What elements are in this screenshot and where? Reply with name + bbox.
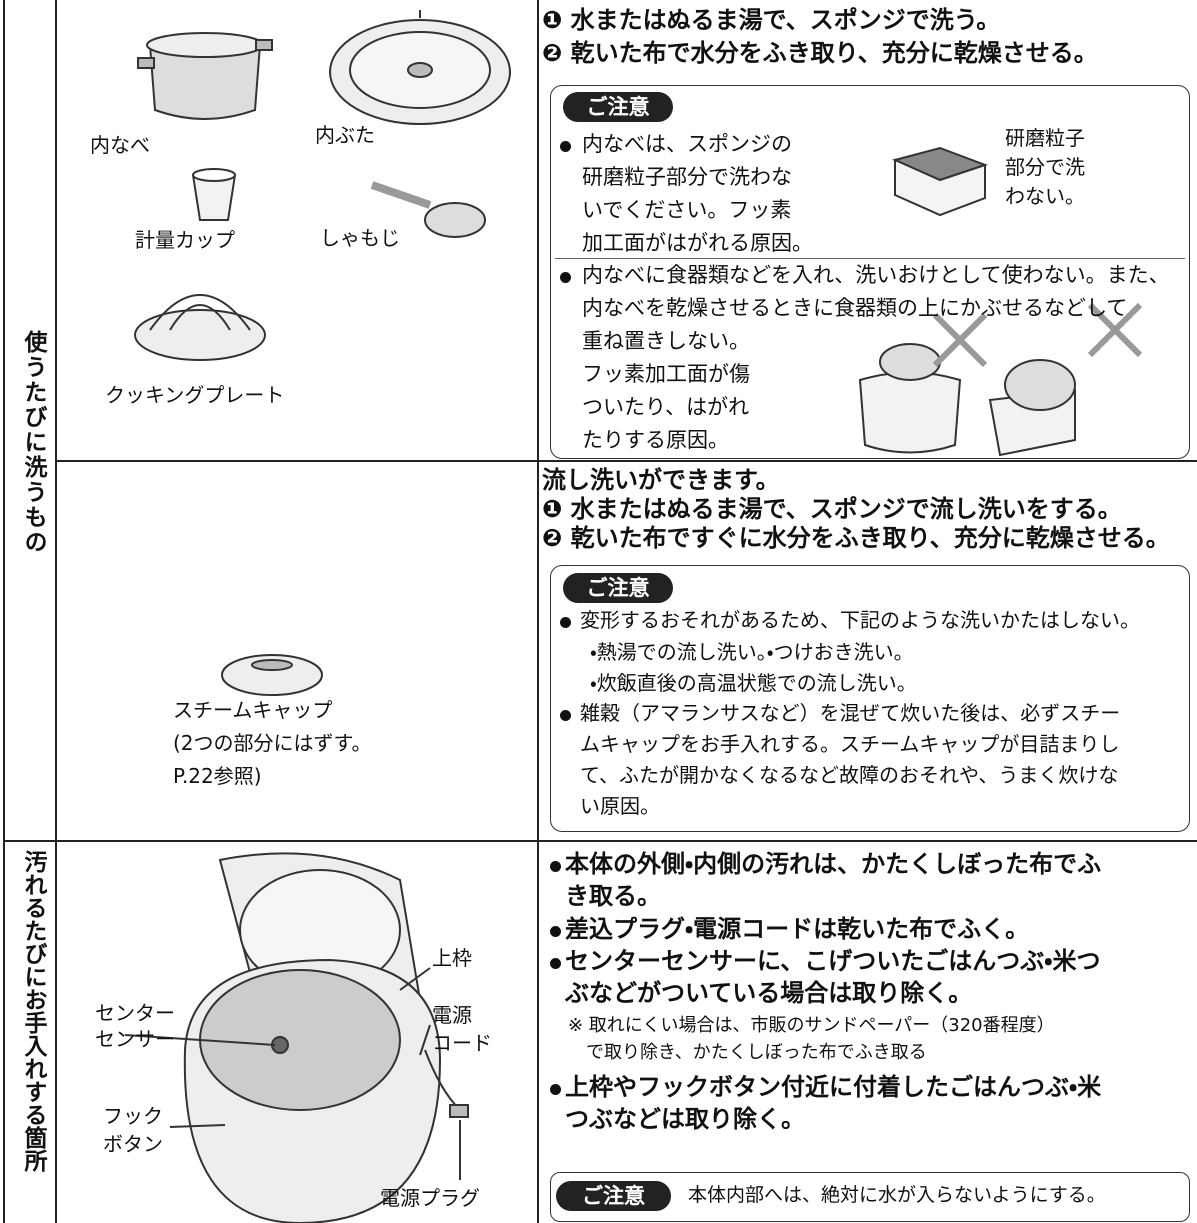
sponge-label: 部分で洗 xyxy=(1005,155,1085,179)
part-label: フック xyxy=(103,1104,163,1128)
part-label: 上枠 xyxy=(432,946,472,970)
part-label: (2つの部分にはずす。 xyxy=(173,731,372,755)
caution-text: 研磨粒子部分で洗わな xyxy=(582,165,792,189)
caution-text: 加工面がはがれる原因。 xyxy=(582,231,813,255)
bullet xyxy=(550,926,561,937)
part-label: センサー xyxy=(95,1027,175,1051)
row-line xyxy=(55,460,1197,462)
part-label: スチームキャップ xyxy=(173,698,333,722)
caution-box xyxy=(550,1172,1190,1222)
column-line xyxy=(537,0,539,1223)
sponge-label: 研磨粒子 xyxy=(1005,126,1085,150)
instruction: 上枠やフックボタン付近に付着したごはんつぶ・米 xyxy=(565,1073,1102,1101)
step: ❶ 水またはぬるま湯で、スポンジで流し洗いをする。 xyxy=(542,495,1122,523)
instruction: き取る。 xyxy=(565,882,661,910)
part-label: センター xyxy=(95,1001,175,1025)
section-label: 汚れるたびにお手入れする箇所 xyxy=(20,850,46,1172)
caution-text: たりする原因。 xyxy=(582,428,729,452)
caution-text: ついたり、はがれ xyxy=(582,395,750,419)
paddle-illustration xyxy=(370,181,486,238)
part-label: P.22参照) xyxy=(173,764,262,788)
instruction: 差込プラグ・電源コードは乾いた布でふく。 xyxy=(565,915,1030,943)
bullet xyxy=(560,272,571,283)
part-label: しゃもじ xyxy=(320,226,400,250)
inner-pot-illustration xyxy=(137,32,273,120)
step: ❷ 乾いた布ですぐに水分をふき取り、充分に乾燥させる。 xyxy=(542,524,1170,552)
section-label: 使うたびに洗うもの xyxy=(20,330,46,555)
caution-text: い原因。 xyxy=(580,794,660,818)
caution-text: フッ素加工面が傷 xyxy=(582,362,750,386)
caution-text: ・炊飯直後の高温状態での流し洗い。 xyxy=(590,671,917,695)
divider xyxy=(555,258,1185,259)
dish-warning-illustration xyxy=(858,302,1143,457)
caution-text: て、ふたが開かなくなるなど故障のおそれや、うまく炊けな xyxy=(580,763,1119,787)
part-label: 電源 xyxy=(432,1003,472,1027)
border-left xyxy=(3,0,5,1223)
caution-text: いでください。フッ素 xyxy=(582,198,792,222)
instruction: ぶなどがついている場合は取り除く。 xyxy=(565,979,973,1007)
column-line xyxy=(55,0,57,1223)
bullet xyxy=(560,141,571,152)
instruction: つぶなどは取り除く。 xyxy=(565,1105,805,1133)
part-label: 内ぶた xyxy=(315,123,375,147)
sponge-label: わない。 xyxy=(1005,184,1085,208)
caution-text: 内なべに食器類などを入れ、洗いおけとして使わない。また、 xyxy=(582,263,1170,287)
caution-text: 本体内部へは、絶対に水が入らないようにする。 xyxy=(688,1184,1106,1206)
step: ❷ 乾いた布で水分をふき取り、充分に乾燥させる。 xyxy=(542,39,1098,67)
cooking-plate-illustration xyxy=(134,294,266,361)
caution-text: ムキャップをお手入れする。スチームキャップが目詰まりし xyxy=(580,732,1120,756)
caution-title: ご注意 xyxy=(563,92,673,122)
part-label: クッキングプレート xyxy=(105,383,285,407)
inner-lid-illustration xyxy=(329,10,511,125)
sponge-illustration xyxy=(892,146,988,217)
caution-box xyxy=(550,85,1190,459)
bullet xyxy=(550,1084,561,1095)
caution-title: ご注意 xyxy=(563,573,673,603)
step: ❶ 水またはぬるま湯で、スポンジで洗う。 xyxy=(542,6,1001,34)
note: で取り除き、かたくしぼった布でふき取る xyxy=(568,1042,927,1063)
part-label: 電源プラグ xyxy=(380,1186,480,1210)
bullet xyxy=(550,861,561,872)
steam-cap-illustration xyxy=(221,654,323,696)
caution-title: ご注意 xyxy=(556,1181,671,1211)
caution-box xyxy=(550,565,1190,832)
part-label: 計量カップ xyxy=(135,228,235,252)
caution-text: 雑穀（アマランサスなど）を混ぜて炊いた後は、必ずスチー xyxy=(580,701,1121,725)
part-label: コード xyxy=(432,1031,492,1055)
instruction: センターセンサーに、こげついたごはんつぶ・米つ xyxy=(565,947,1101,975)
step: 流し洗いができます。 xyxy=(542,466,780,494)
rice-cooker-illustration xyxy=(124,852,469,1223)
caution-text: 重ね置きしない。 xyxy=(582,329,750,353)
caution-text: ・熱湯での流し洗い。・つけおき洗い。 xyxy=(590,640,914,664)
bullet xyxy=(560,710,571,721)
caution-text: 内なべを乾燥させるときに食器類の上にかぶせるなどして xyxy=(582,296,1128,320)
row-line xyxy=(3,840,1197,842)
caution-text: 変形するおそれがあるため、下記のような洗いかたはしない。 xyxy=(580,608,1140,632)
bullet xyxy=(550,958,561,969)
bullet xyxy=(560,617,571,628)
note: ※ 取れにくい場合は、市販のサンドペーパー（320番程度） xyxy=(568,1015,1055,1036)
part-label: ボタン xyxy=(103,1132,163,1156)
caution-text: 内なべは、スポンジの xyxy=(582,132,792,156)
instruction: 本体の外側・内側の汚れは、かたくしぼった布でふ xyxy=(565,850,1102,878)
part-label: 内なべ xyxy=(90,133,150,157)
